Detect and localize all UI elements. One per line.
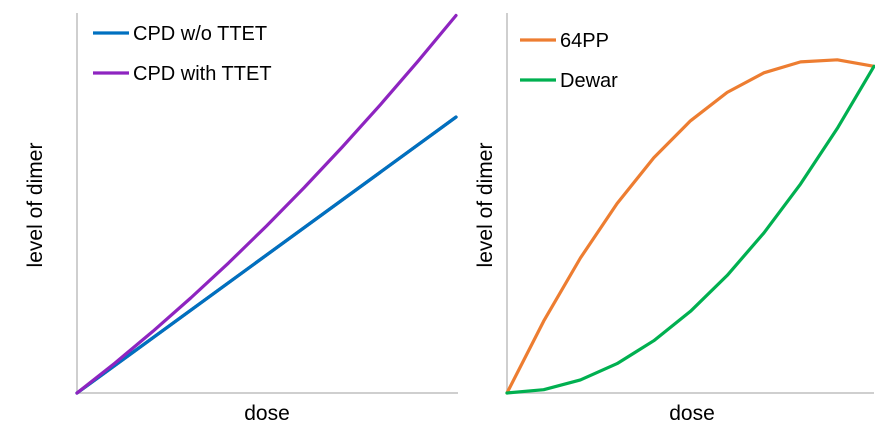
legend-label-0-0: CPD w/o TTET bbox=[133, 23, 267, 45]
right-y-axis-title: level of dimer bbox=[474, 143, 497, 268]
left-x-axis-title: dose bbox=[244, 402, 290, 425]
series-line-cpd-with-ttet bbox=[75, 13, 458, 395]
series-line-dewar bbox=[505, 64, 875, 395]
legend-label-1-0: 64PP bbox=[560, 30, 609, 52]
series-line-cpd-w-o-ttet bbox=[75, 115, 458, 395]
chart-right: 64PP Dewar dose level of dimer bbox=[474, 13, 875, 425]
right-plot-area bbox=[505, 58, 875, 395]
legend-label-1-1: Dewar bbox=[560, 70, 618, 92]
right-x-axis-title: dose bbox=[669, 402, 715, 425]
legend-label-0-1: CPD with TTET bbox=[133, 63, 272, 85]
left-plot-area bbox=[75, 13, 458, 395]
right-legend: 64PP Dewar bbox=[520, 30, 618, 92]
left-y-axis-title: level of dimer bbox=[24, 143, 47, 268]
chart-left: CPD w/o TTET CPD with TTET dose level of … bbox=[24, 13, 458, 425]
series-line-64pp bbox=[505, 58, 875, 395]
left-legend: CPD w/o TTET CPD with TTET bbox=[93, 23, 272, 85]
